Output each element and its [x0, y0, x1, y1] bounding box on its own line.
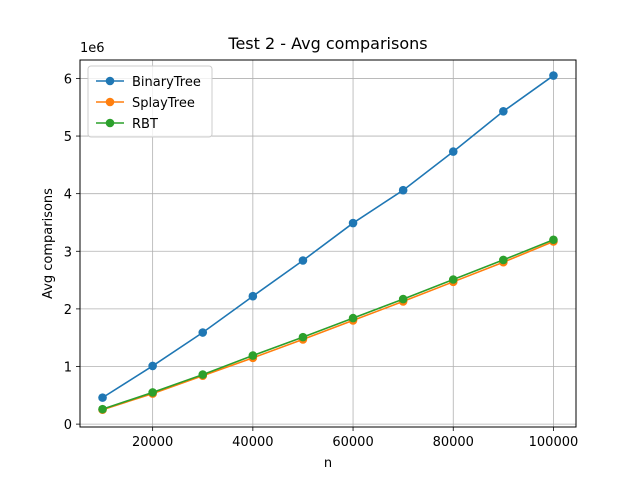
series-line	[102, 74, 554, 399]
legend-item-binarytree: BinaryTree	[96, 75, 201, 90]
data-point	[248, 291, 258, 301]
legend-marker	[105, 76, 115, 86]
data-point	[549, 71, 558, 80]
y-tick-label: 6	[64, 72, 72, 87]
legend-marker	[105, 97, 115, 107]
data-point	[348, 313, 358, 323]
data-point	[198, 328, 208, 337]
data-point	[499, 106, 508, 116]
series-layer	[98, 71, 558, 415]
data-point	[398, 185, 408, 195]
legend-label: SplayTree	[132, 96, 195, 111]
legend-marker	[105, 118, 115, 128]
data-point	[148, 361, 157, 371]
data-point	[248, 351, 258, 360]
data-point	[98, 404, 107, 414]
axis-ticks: 20000 40000 60000 80000 100000 0 1 2 3 4 5 6	[64, 72, 579, 450]
grid	[80, 60, 576, 427]
legend-box	[87, 65, 213, 138]
chart-title: Test 2 - Avg comparisons	[227, 34, 427, 53]
x-tick-label: 40000	[232, 435, 273, 450]
series-rbt	[98, 235, 558, 414]
y-tick-label: 3	[64, 245, 72, 260]
series-line	[102, 239, 554, 410]
legend-item-rbt: RBT	[96, 117, 158, 132]
series-line	[102, 240, 554, 411]
y-tick-label: 4	[64, 188, 72, 203]
legend-label: BinaryTree	[132, 75, 201, 90]
legend-item-splaytree: SplayTree	[96, 96, 195, 111]
legend: BinaryTree SplayTree RBT	[87, 65, 213, 138]
y-tick-label: 5	[64, 130, 72, 145]
y-axis-label: Avg comparisons	[41, 188, 56, 299]
series-binarytree	[98, 71, 558, 402]
data-point	[98, 393, 107, 402]
data-point	[298, 256, 308, 265]
legend-label: RBT	[132, 117, 158, 132]
data-point	[448, 275, 458, 284]
data-point	[448, 147, 458, 156]
data-point	[398, 294, 408, 304]
data-point	[298, 332, 308, 342]
data-point	[549, 235, 558, 245]
y-tick-label: 1	[64, 361, 72, 376]
y-tick-label: 0	[64, 418, 72, 433]
x-axis-label: n	[324, 456, 332, 471]
x-tick-label: 60000	[332, 435, 373, 450]
data-point	[499, 255, 508, 265]
data-point	[148, 388, 157, 397]
y-tick-label: 2	[64, 303, 72, 318]
y-offset-label: 1e6	[80, 41, 105, 56]
plot-frame	[79, 59, 577, 428]
data-point	[198, 370, 208, 379]
x-tick-label: 80000	[433, 435, 474, 450]
data-point	[348, 218, 358, 228]
x-tick-label: 100000	[529, 435, 579, 450]
x-tick-label: 20000	[132, 435, 173, 450]
